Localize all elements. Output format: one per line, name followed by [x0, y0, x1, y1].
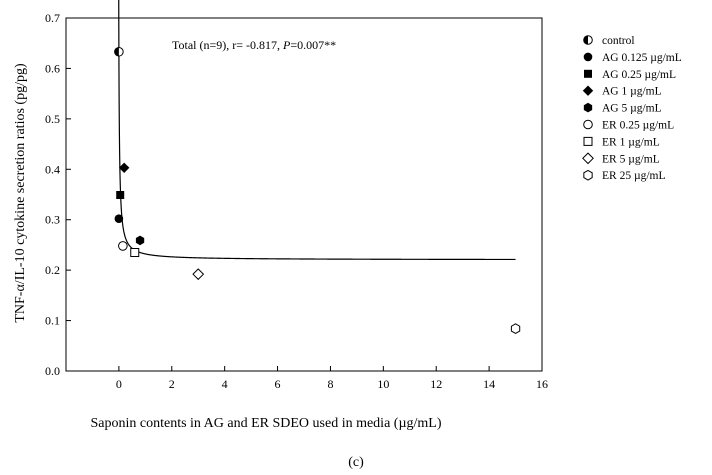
legend-label: AG 0.125 µg/mL	[602, 52, 682, 64]
data-point	[114, 214, 124, 224]
legend-label: control	[602, 35, 635, 47]
y-tick-label: 0.3	[45, 213, 60, 227]
data-point	[118, 241, 128, 251]
data-points	[114, 46, 521, 335]
y-tick-label: 0.1	[45, 314, 60, 328]
x-tick-label: 6	[275, 377, 281, 391]
legend-label: ER 25 µg/mL	[602, 170, 666, 182]
y-tick-label: 0.7	[45, 11, 60, 25]
data-point	[118, 162, 130, 173]
legend-marker	[583, 169, 593, 181]
x-tick-label: 16	[536, 377, 548, 391]
legend-label: AG 1 µg/mL	[602, 86, 662, 98]
legend-label: ER 5 µg/mL	[602, 153, 660, 165]
legend-marker	[583, 119, 593, 130]
y-tick-label: 0.5	[45, 112, 60, 126]
x-tick-label: 14	[483, 377, 495, 391]
data-point	[192, 268, 205, 281]
legend-marker	[583, 35, 593, 45]
x-tick-label: 0	[116, 377, 122, 391]
panel-label: (c)	[348, 455, 364, 470]
x-tick-label: 2	[169, 377, 175, 391]
legend: control AG 0.125 µg/mL AG 0.25 µg/mL AG 1 µ…	[582, 35, 682, 182]
legend-marker	[583, 52, 593, 62]
data-point	[130, 247, 140, 257]
data-point	[116, 191, 125, 200]
fit-curve-layer	[118, 0, 516, 261]
legend-label: ER 0.25 µg/mL	[602, 120, 674, 132]
y-tick-label: 0.6	[45, 61, 60, 75]
data-point	[135, 235, 145, 246]
correlation-annotation: Total (n=9), r= -0.817, P=0.007**	[172, 38, 336, 52]
data-point	[510, 323, 521, 335]
legend-marker	[582, 152, 594, 165]
legend-marker	[583, 102, 593, 113]
y-tick-label: 0.4	[45, 162, 60, 176]
x-tick-label: 12	[430, 377, 442, 391]
y-tick-label: 0.0	[45, 364, 60, 378]
legend-marker	[584, 69, 592, 78]
y-tick-label: 0.2	[45, 263, 60, 277]
data-point	[114, 46, 124, 57]
y-axis-title: TNF-α/IL-10 cytokine secretion ratios (p…	[13, 63, 28, 323]
legend-marker	[582, 85, 594, 96]
x-tick-label: 4	[222, 377, 228, 391]
x-axis-title: Saponin contents in AG and ER SDEO used …	[90, 416, 441, 431]
fit-curve	[118, 0, 516, 261]
plot-frame	[65, 17, 543, 372]
x-tick-label: 8	[327, 377, 333, 391]
x-tick-label: 10	[377, 377, 389, 391]
legend-label: ER 1 µg/mL	[602, 136, 660, 148]
legend-label: AG 5 µg/mL	[602, 103, 662, 115]
legend-label: AG 0.25 µg/mL	[602, 69, 676, 81]
legend-marker	[583, 136, 593, 146]
axes: 0.0 0.1 0.2 0.3 0.4 0.5 0.6 0.7 0 2 4 6 8 10 12 14 16	[45, 11, 548, 391]
